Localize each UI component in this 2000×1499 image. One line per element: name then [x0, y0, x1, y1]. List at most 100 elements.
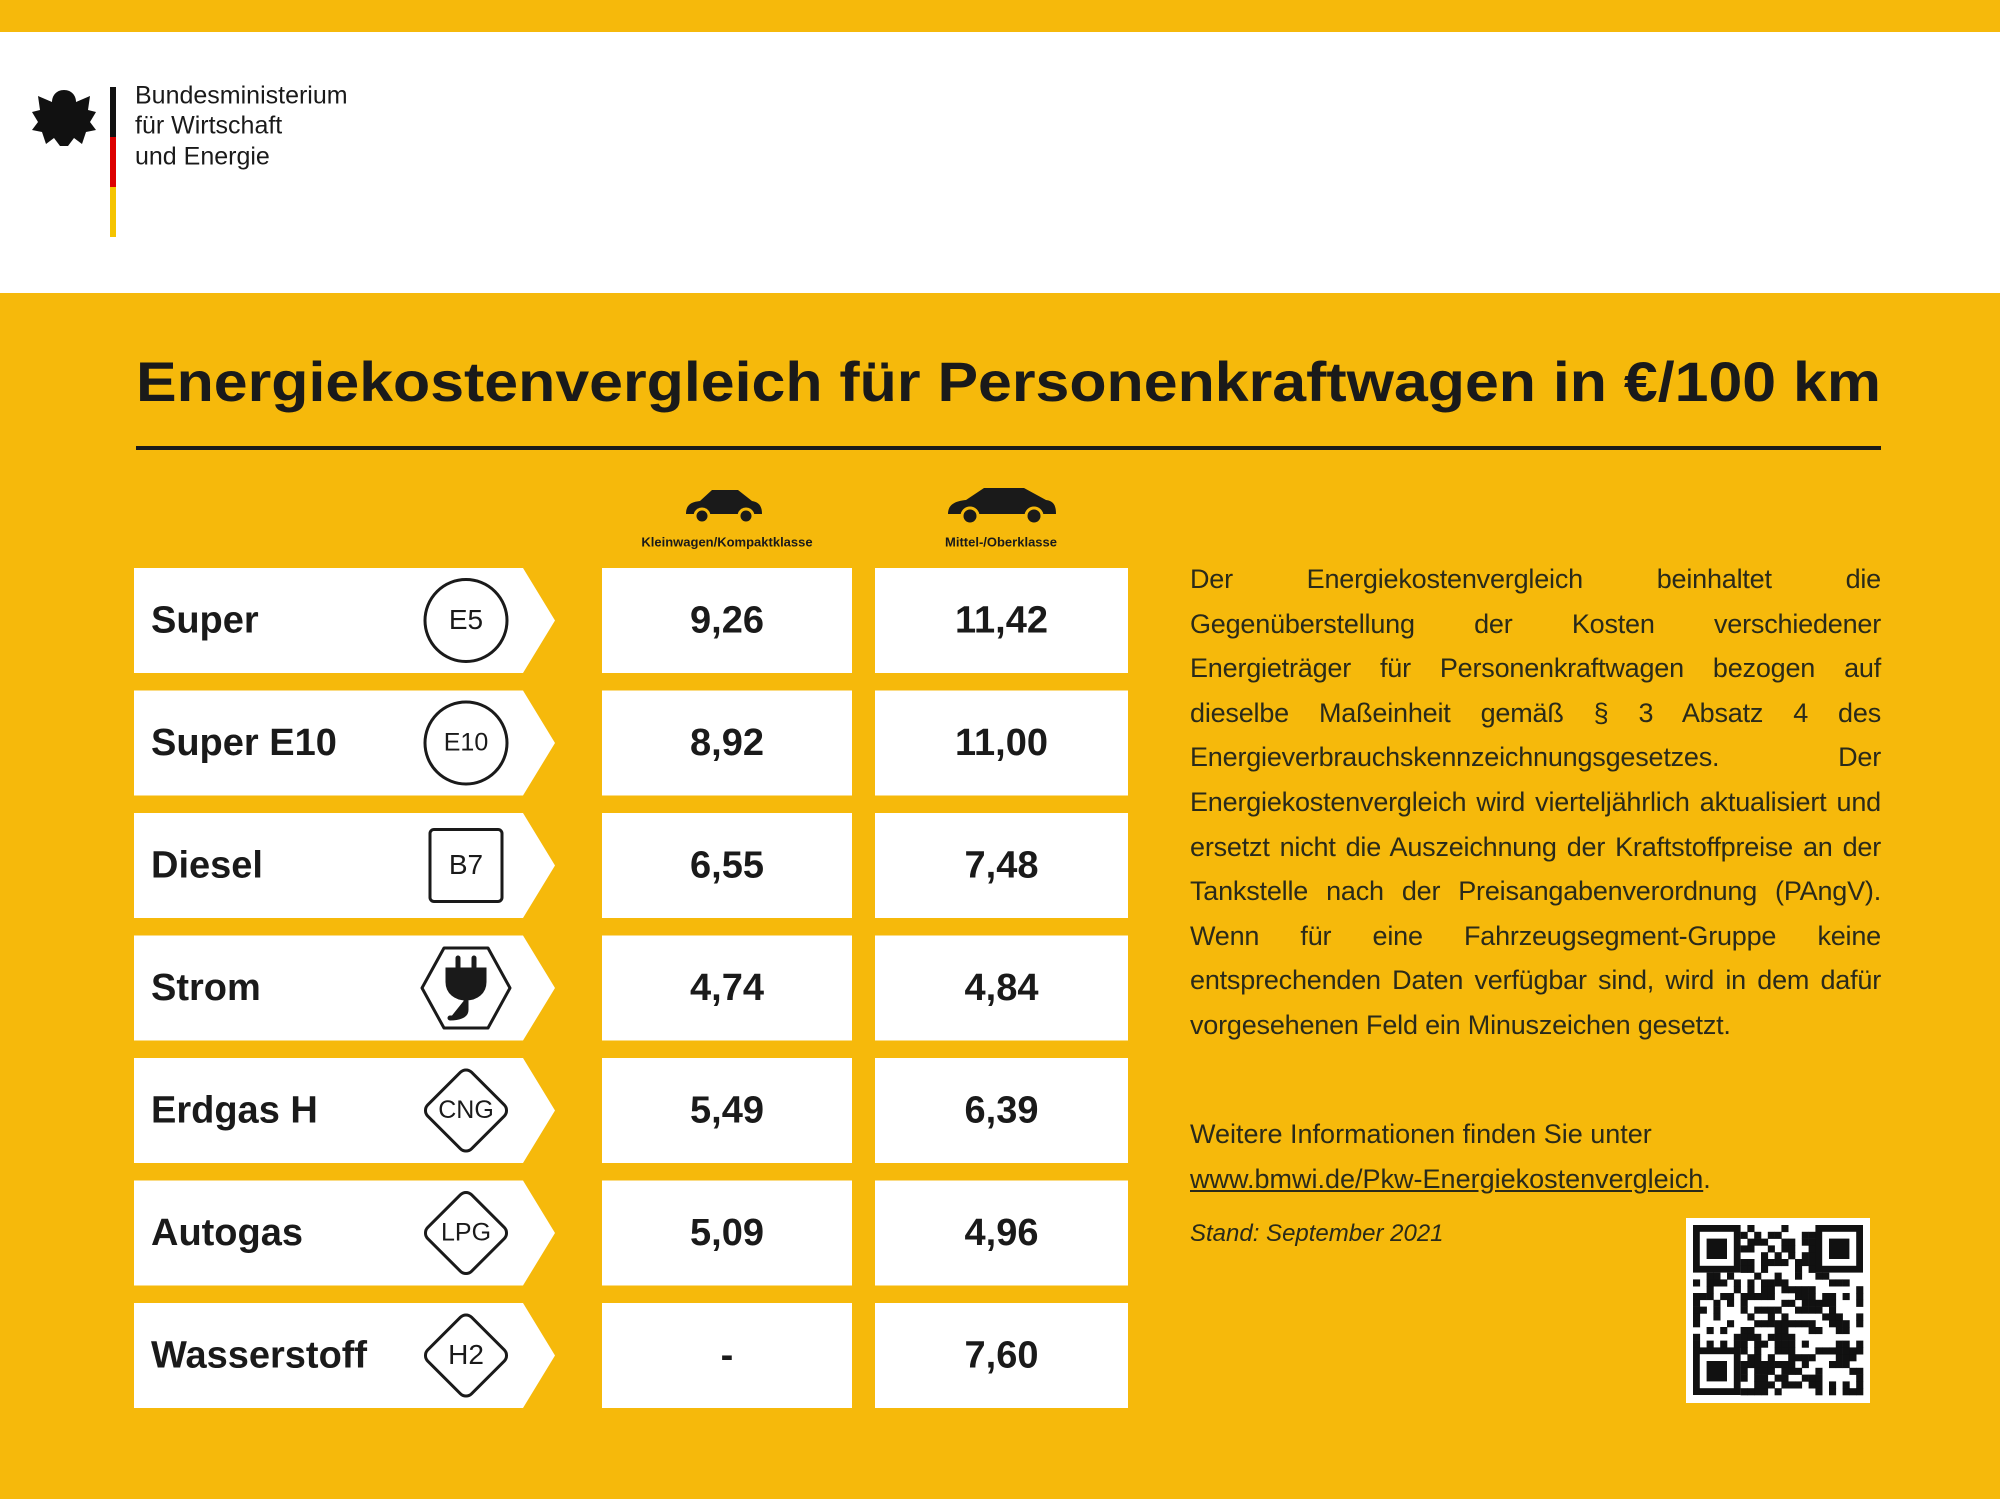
qr-module — [1774, 1259, 1782, 1267]
value-box — [602, 1058, 852, 1163]
qr-module — [1808, 1259, 1816, 1267]
ministry-line: Bundesministerium — [135, 82, 348, 110]
qr-module — [1754, 1354, 1762, 1362]
title: Energiekostenvergleich für Personenkraft… — [136, 350, 1881, 413]
qr-module — [1801, 1259, 1809, 1267]
stand: Stand: September 2021 — [1190, 1220, 1444, 1247]
badge-shape — [423, 578, 509, 663]
qr-finder-core — [1706, 1238, 1727, 1259]
qr-module — [1706, 1293, 1714, 1301]
qr-module — [1740, 1265, 1748, 1273]
header-band — [0, 32, 2000, 293]
qr-module — [1774, 1252, 1782, 1260]
value: 6,55 — [690, 845, 764, 887]
value: 7,60 — [965, 1335, 1039, 1377]
qr-module — [1781, 1381, 1789, 1389]
qr-module — [1842, 1327, 1850, 1335]
fuel-name: Wasserstoff — [151, 1335, 367, 1377]
qr-module — [1822, 1299, 1830, 1307]
qr-module — [1733, 1286, 1741, 1294]
qr-module — [1781, 1259, 1789, 1267]
qr-module — [1842, 1340, 1850, 1348]
qr-module — [1774, 1306, 1782, 1314]
qr-module — [1740, 1374, 1748, 1382]
qr-module — [1829, 1279, 1837, 1287]
qr-module — [1693, 1333, 1701, 1341]
qr-module — [1781, 1238, 1789, 1246]
fuel-name: Diesel — [151, 845, 263, 887]
qr-module — [1815, 1367, 1823, 1375]
qr-module — [1720, 1340, 1728, 1348]
qr-module — [1829, 1299, 1837, 1307]
link[interactable]: www.bmwi.de/Pkw-Energiekostenvergleich — [1190, 1164, 1704, 1194]
badge-label: LPG — [441, 1219, 491, 1247]
qr-finder — [1815, 1225, 1864, 1273]
qr-module — [1801, 1340, 1809, 1348]
qr-module — [1815, 1327, 1823, 1335]
qr-module — [1829, 1347, 1837, 1355]
qr-module — [1801, 1320, 1809, 1328]
qr-module — [1781, 1367, 1789, 1375]
link-end: . — [1703, 1164, 1711, 1194]
qr-module — [1774, 1272, 1782, 1280]
qr-module — [1754, 1272, 1762, 1280]
qr-module — [1795, 1367, 1803, 1375]
qr-module — [1815, 1306, 1823, 1314]
badge-label: E10 — [444, 729, 488, 757]
badge-shape — [423, 1068, 509, 1153]
qr-module — [1788, 1347, 1796, 1355]
qr-module — [1781, 1299, 1789, 1307]
value-box — [602, 935, 852, 1041]
badge-shape — [428, 828, 504, 903]
qr-module — [1747, 1238, 1755, 1246]
qr-module — [1788, 1361, 1796, 1369]
qr-module — [1754, 1381, 1762, 1389]
qr-module — [1856, 1374, 1864, 1382]
qr-module — [1761, 1374, 1769, 1382]
qr-finder — [1693, 1347, 1741, 1396]
qr-module — [1740, 1327, 1748, 1335]
qr-module — [1842, 1293, 1850, 1301]
qr-module — [1835, 1327, 1843, 1335]
qr-module — [1788, 1299, 1796, 1307]
qr-module — [1801, 1231, 1809, 1239]
fuel-label-box — [134, 935, 555, 1041]
qr-finder-core — [1829, 1238, 1850, 1259]
value-box — [875, 1058, 1128, 1163]
value: - — [721, 1335, 734, 1377]
qr-module — [1849, 1354, 1857, 1362]
qr-module — [1788, 1367, 1796, 1375]
qr-module — [1767, 1293, 1775, 1301]
value: 11,42 — [955, 600, 1048, 642]
qr-module — [1761, 1293, 1769, 1301]
qr-module — [1767, 1333, 1775, 1341]
badge-label: E5 — [449, 604, 483, 635]
qr-module — [1754, 1367, 1762, 1375]
qr-module — [1761, 1361, 1769, 1369]
qr-module — [1693, 1320, 1701, 1328]
qr-module — [1761, 1388, 1769, 1396]
eagle-logo — [32, 90, 96, 146]
qr-module — [1761, 1381, 1769, 1389]
qr-module — [1781, 1279, 1789, 1287]
qr-module — [1740, 1333, 1748, 1341]
qr-module — [1781, 1333, 1789, 1341]
qr-module — [1815, 1347, 1823, 1355]
qr-module — [1727, 1293, 1735, 1301]
more-text: Weitere Informationen finden Sie unter — [1190, 1119, 1652, 1149]
qr-module — [1829, 1293, 1837, 1301]
qr-module — [1774, 1333, 1782, 1341]
qr-module — [1767, 1259, 1775, 1267]
qr-module — [1740, 1347, 1748, 1355]
qr-module — [1808, 1252, 1816, 1260]
qr-module — [1733, 1279, 1741, 1287]
qr-module — [1781, 1374, 1789, 1382]
qr-module — [1761, 1279, 1769, 1287]
qr-module — [1781, 1225, 1789, 1233]
qr-finder-core — [1706, 1361, 1727, 1382]
qr-module — [1693, 1279, 1701, 1287]
qr-module — [1808, 1238, 1816, 1246]
qr-module — [1795, 1354, 1803, 1362]
qr-module — [1774, 1388, 1782, 1396]
qr-module — [1767, 1320, 1775, 1328]
